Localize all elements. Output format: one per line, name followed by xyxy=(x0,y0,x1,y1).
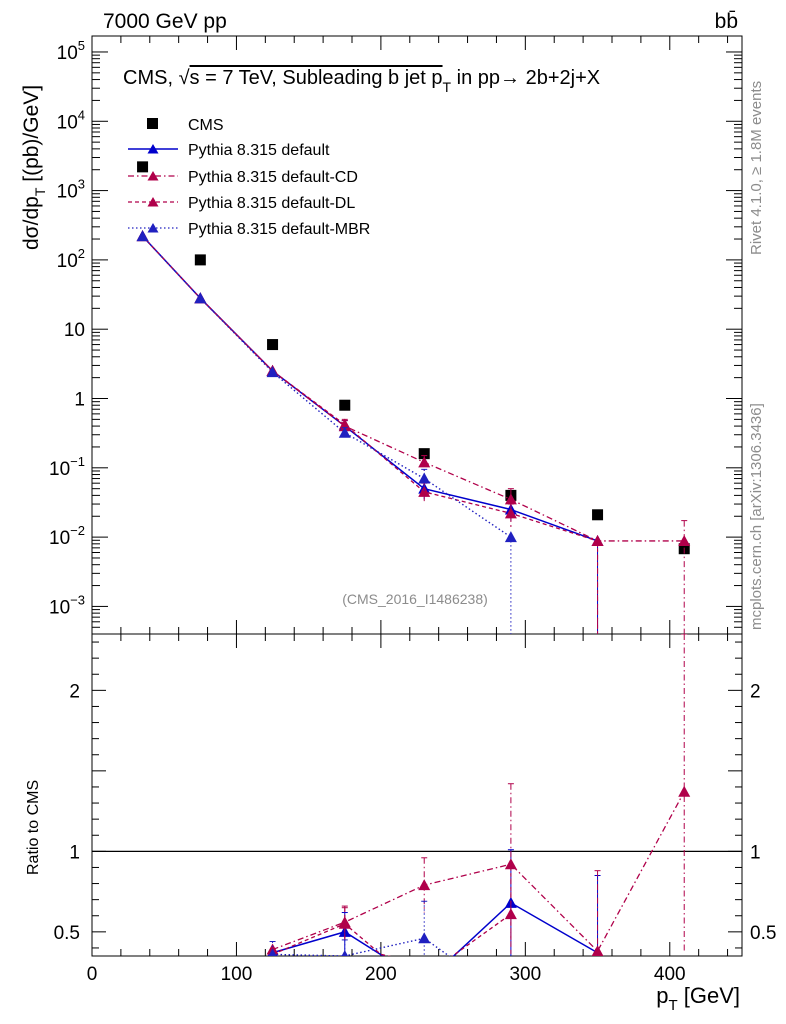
main-y-axis-label: dσ/dpT [(pb)/GeV] xyxy=(20,85,48,250)
x-tick-label: 400 xyxy=(654,964,686,985)
ratio-data-point xyxy=(338,917,351,929)
series-line xyxy=(142,235,512,538)
sqrt-radicand: s = 7 TeV, Subleading b jet p xyxy=(190,67,443,89)
main-y-tick-label: 10−1 xyxy=(49,454,85,480)
x-tick-label: 0 xyxy=(87,964,98,985)
series-line xyxy=(142,235,685,542)
series-line xyxy=(142,235,598,542)
ratio-data-point xyxy=(678,785,691,797)
cms-data-point xyxy=(592,509,604,521)
ratio-series-layer xyxy=(266,634,691,956)
legend-marker-default xyxy=(147,144,159,154)
main-axes: 10−3 10−2 10−1 1 10 102 103 104 105 xyxy=(49,36,742,635)
ratio-data-point xyxy=(418,932,431,944)
legend-label-default: Pythia 8.315 default xyxy=(188,142,330,159)
main-y-tick-label: 102 xyxy=(57,246,85,272)
main-y-tick-label: 104 xyxy=(57,107,85,133)
legend-label-default-dl: Pythia 8.315 default-DL xyxy=(188,195,355,212)
legend-label-default-cd: Pythia 8.315 default-CD xyxy=(188,169,358,186)
sqrt-sign: √ xyxy=(179,67,190,89)
ratio-panel-frame xyxy=(91,633,743,957)
mc-data-point xyxy=(678,534,691,546)
ratio-data-point xyxy=(591,945,604,956)
ratio-data-point xyxy=(341,950,349,956)
main-y-tick-label: 105 xyxy=(57,38,85,64)
ratio-y-axis-label: Ratio to CMS xyxy=(25,780,42,875)
mc-data-point xyxy=(504,531,517,543)
series-pythia-8-315-default-dl xyxy=(136,230,604,634)
ratio-axes: 0 100 200 300 400 0.5 0.5 1 1 2 2 xyxy=(54,634,776,985)
ratio-y-tick-label-left: 0.5 xyxy=(54,923,80,944)
main-y-tick-label: 1 xyxy=(74,390,85,411)
ratio-y-tick-label-right: 0.5 xyxy=(750,923,776,944)
series-pythia-8-315-default-cd xyxy=(136,230,691,634)
mc-data-point xyxy=(418,456,431,468)
ratio-data-point xyxy=(504,908,517,920)
main-y-tick-label: 103 xyxy=(57,177,85,203)
cms-data-point xyxy=(267,339,279,351)
header-right: bb̄ xyxy=(715,10,738,33)
ratio-data-point xyxy=(418,879,431,891)
ratio-line xyxy=(272,791,685,953)
mc-data-point xyxy=(504,507,517,519)
ratio-line xyxy=(272,913,512,956)
x-tick-label: 100 xyxy=(221,964,253,985)
analysis-watermark: (CMS_2016_I1486238) xyxy=(342,591,488,607)
ratio-series-pythia-8-315-default-dl xyxy=(268,865,517,956)
cms-data-point xyxy=(194,254,206,266)
main-series-layer xyxy=(136,161,691,634)
mc-data-point xyxy=(338,426,351,438)
rivet-version-label: Rivet 4.1.0, ≥ 1.8M events xyxy=(748,81,765,255)
x-tick-label: 200 xyxy=(365,964,397,985)
header-left: 7000 GeV pp xyxy=(103,10,227,33)
mc-data-point xyxy=(418,485,431,497)
ratio-line xyxy=(272,937,451,956)
ratio-series-pythia-8-315-default-mbr xyxy=(268,900,451,956)
x-tick-label: 300 xyxy=(509,964,541,985)
ratio-series-pythia-8-315-default-cd xyxy=(266,634,691,956)
series-pythia-8-315-default xyxy=(136,230,604,634)
ratio-y-tick-label-left: 1 xyxy=(69,842,80,863)
cms-data-point xyxy=(339,399,351,411)
mc-data-point xyxy=(136,230,149,242)
legend-label-cms: CMS xyxy=(188,117,224,134)
mc-data-point xyxy=(504,493,517,505)
series-line xyxy=(142,235,598,542)
legend-marker-default-mbr xyxy=(147,223,159,233)
mc-data-point xyxy=(418,472,431,484)
x-axis-label: pT [GeV] xyxy=(656,983,740,1014)
cms-data-point xyxy=(418,448,430,460)
legend-marker-default-cd xyxy=(147,171,159,181)
cms-data-point xyxy=(137,161,149,173)
ratio-y-tick-label-right: 1 xyxy=(750,842,761,863)
chart-title: CMS, √s = 7 TeV, Subleading b jet pT in … xyxy=(123,67,600,95)
svg-text:CMS, √s = 7 TeV, Subleading b: CMS, √s = 7 TeV, Subleading b jet pT in … xyxy=(123,67,600,95)
legend: CMS Pythia 8.315 default Pythia 8.315 de… xyxy=(128,117,370,238)
legend-marker-default-dl xyxy=(147,197,159,207)
mcplots-reference-label: mcplots.cern.ch [arXiv:1306.3436] xyxy=(748,403,765,630)
main-y-tick-label: 10−3 xyxy=(49,592,85,618)
ratio-data-point xyxy=(268,948,277,956)
mc-data-point xyxy=(338,418,351,430)
ratio-y-tick-label-left: 2 xyxy=(69,681,80,702)
main-y-tick-label: 10−2 xyxy=(49,523,85,549)
legend-marker-cms xyxy=(147,118,158,129)
main-y-tick-label: 10 xyxy=(64,320,85,341)
mc-data-point xyxy=(194,292,207,304)
ratio-data-point xyxy=(504,858,517,870)
ratio-y-tick-label-right: 2 xyxy=(750,681,761,702)
legend-label-default-mbr: Pythia 8.315 default-MBR xyxy=(188,221,370,238)
mc-data-point xyxy=(266,366,279,378)
mc-data-point xyxy=(591,534,604,546)
series-pythia-8-315-default-mbr xyxy=(136,230,517,634)
